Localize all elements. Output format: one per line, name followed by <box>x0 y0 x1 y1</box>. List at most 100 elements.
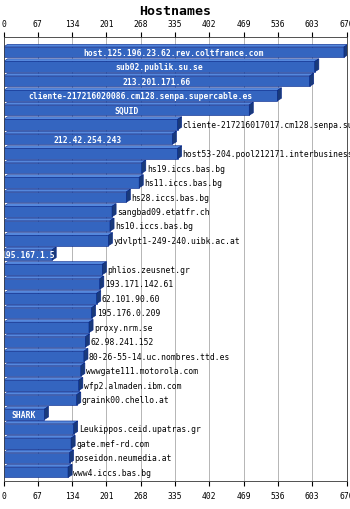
Polygon shape <box>4 161 146 163</box>
Text: SQUID: SQUID <box>114 106 139 116</box>
Polygon shape <box>102 262 106 275</box>
Polygon shape <box>4 407 49 409</box>
Polygon shape <box>4 378 83 380</box>
Polygon shape <box>173 132 176 145</box>
Text: cliente-217216020086.cm128.senpa.supercable.es: cliente-217216020086.cm128.senpa.superca… <box>28 92 253 101</box>
Bar <box>4 424 74 434</box>
Polygon shape <box>92 305 96 319</box>
Polygon shape <box>84 349 88 362</box>
Polygon shape <box>4 248 56 250</box>
Bar <box>4 453 70 463</box>
Text: phlios.zeusnet.gr: phlios.zeusnet.gr <box>107 265 190 274</box>
Polygon shape <box>4 291 101 294</box>
Polygon shape <box>100 276 104 290</box>
Polygon shape <box>177 147 182 159</box>
Text: gate.mef-rd.com: gate.mef-rd.com <box>76 439 149 448</box>
Polygon shape <box>4 363 85 366</box>
Text: 62.98.241.152: 62.98.241.152 <box>91 338 154 347</box>
Text: graink00.chello.at: graink00.chello.at <box>82 395 170 405</box>
Polygon shape <box>4 132 176 134</box>
Polygon shape <box>52 248 56 261</box>
Text: 213.201.171.66: 213.201.171.66 <box>122 77 191 87</box>
Text: SHARK: SHARK <box>12 410 36 419</box>
Text: proxy.nrm.se: proxy.nrm.se <box>94 323 153 332</box>
Bar <box>4 337 85 348</box>
Bar <box>4 409 44 420</box>
Bar <box>4 236 108 246</box>
Text: wwwgate111.motorola.com: wwwgate111.motorola.com <box>86 366 198 376</box>
Text: wfp2.almaden.ibm.com: wfp2.almaden.ibm.com <box>84 381 181 390</box>
Polygon shape <box>139 176 143 188</box>
Polygon shape <box>310 74 314 87</box>
Bar <box>4 178 139 188</box>
Polygon shape <box>110 219 114 232</box>
Bar <box>4 308 92 319</box>
Bar <box>4 279 100 290</box>
Polygon shape <box>4 176 143 178</box>
Polygon shape <box>4 450 74 453</box>
Polygon shape <box>4 465 72 467</box>
Polygon shape <box>81 363 85 376</box>
Polygon shape <box>4 74 314 77</box>
Text: ydvlpt1-249-240.uibk.ac.at: ydvlpt1-249-240.uibk.ac.at <box>113 237 240 245</box>
Text: cliente-217216017017.cm128.senpa.supercab: cliente-217216017017.cm128.senpa.superca… <box>183 121 350 130</box>
Text: sub02.publik.su.se: sub02.publik.su.se <box>115 63 203 72</box>
Polygon shape <box>85 334 90 348</box>
Polygon shape <box>344 45 348 58</box>
Polygon shape <box>4 118 182 120</box>
Polygon shape <box>70 450 74 463</box>
Text: 212.42.254.243: 212.42.254.243 <box>54 135 122 145</box>
Polygon shape <box>315 60 319 73</box>
Bar <box>4 352 84 362</box>
Text: host.125.196.23.62.rev.coltfrance.com: host.125.196.23.62.rev.coltfrance.com <box>84 48 264 58</box>
Polygon shape <box>77 392 81 405</box>
Polygon shape <box>4 60 319 62</box>
Bar <box>4 77 310 87</box>
Polygon shape <box>4 334 90 337</box>
Text: host53-204.pool212171.interbusiness.it: host53-204.pool212171.interbusiness.it <box>183 150 350 159</box>
Text: hs28.iccs.bas.bg: hs28.iccs.bas.bg <box>132 193 210 202</box>
Bar <box>4 221 110 232</box>
Polygon shape <box>4 45 348 48</box>
Polygon shape <box>4 349 88 352</box>
Polygon shape <box>4 392 81 395</box>
Bar <box>4 467 68 477</box>
Bar <box>4 294 97 304</box>
Polygon shape <box>4 233 113 236</box>
Polygon shape <box>4 262 106 265</box>
Text: Leukippos.ceid.upatras.gr: Leukippos.ceid.upatras.gr <box>79 425 201 434</box>
Polygon shape <box>4 436 75 438</box>
Bar <box>4 366 81 376</box>
Text: www4.iccs.bas.bg: www4.iccs.bas.bg <box>73 468 151 477</box>
Polygon shape <box>4 147 182 149</box>
Polygon shape <box>126 190 131 203</box>
Polygon shape <box>4 219 114 221</box>
Text: 80-26-55-14.uc.nombres.ttd.es: 80-26-55-14.uc.nombres.ttd.es <box>89 352 230 361</box>
Text: sangbad09.etatfr.ch: sangbad09.etatfr.ch <box>117 208 210 217</box>
Bar <box>4 380 79 391</box>
Text: 195.167.1.5: 195.167.1.5 <box>1 251 55 260</box>
Text: 62.101.90.60: 62.101.90.60 <box>102 294 160 303</box>
Bar <box>4 163 142 174</box>
Polygon shape <box>4 276 104 279</box>
Polygon shape <box>97 291 101 304</box>
Polygon shape <box>249 103 253 116</box>
Polygon shape <box>4 204 116 207</box>
Polygon shape <box>89 320 93 333</box>
Polygon shape <box>4 320 93 323</box>
Polygon shape <box>4 103 253 106</box>
Text: hs11.iccs.bas.bg: hs11.iccs.bas.bg <box>144 179 222 188</box>
Polygon shape <box>177 118 182 130</box>
Polygon shape <box>142 161 146 174</box>
Polygon shape <box>278 89 281 102</box>
Bar <box>4 120 177 130</box>
Bar <box>4 149 177 159</box>
Bar <box>4 192 126 203</box>
Bar <box>4 395 77 405</box>
Bar <box>4 62 315 73</box>
Bar <box>4 323 89 333</box>
Polygon shape <box>79 378 83 391</box>
Text: hs19.iccs.bas.bg: hs19.iccs.bas.bg <box>147 164 225 173</box>
Title: Hostnames: Hostnames <box>139 6 211 18</box>
Bar <box>4 48 344 58</box>
